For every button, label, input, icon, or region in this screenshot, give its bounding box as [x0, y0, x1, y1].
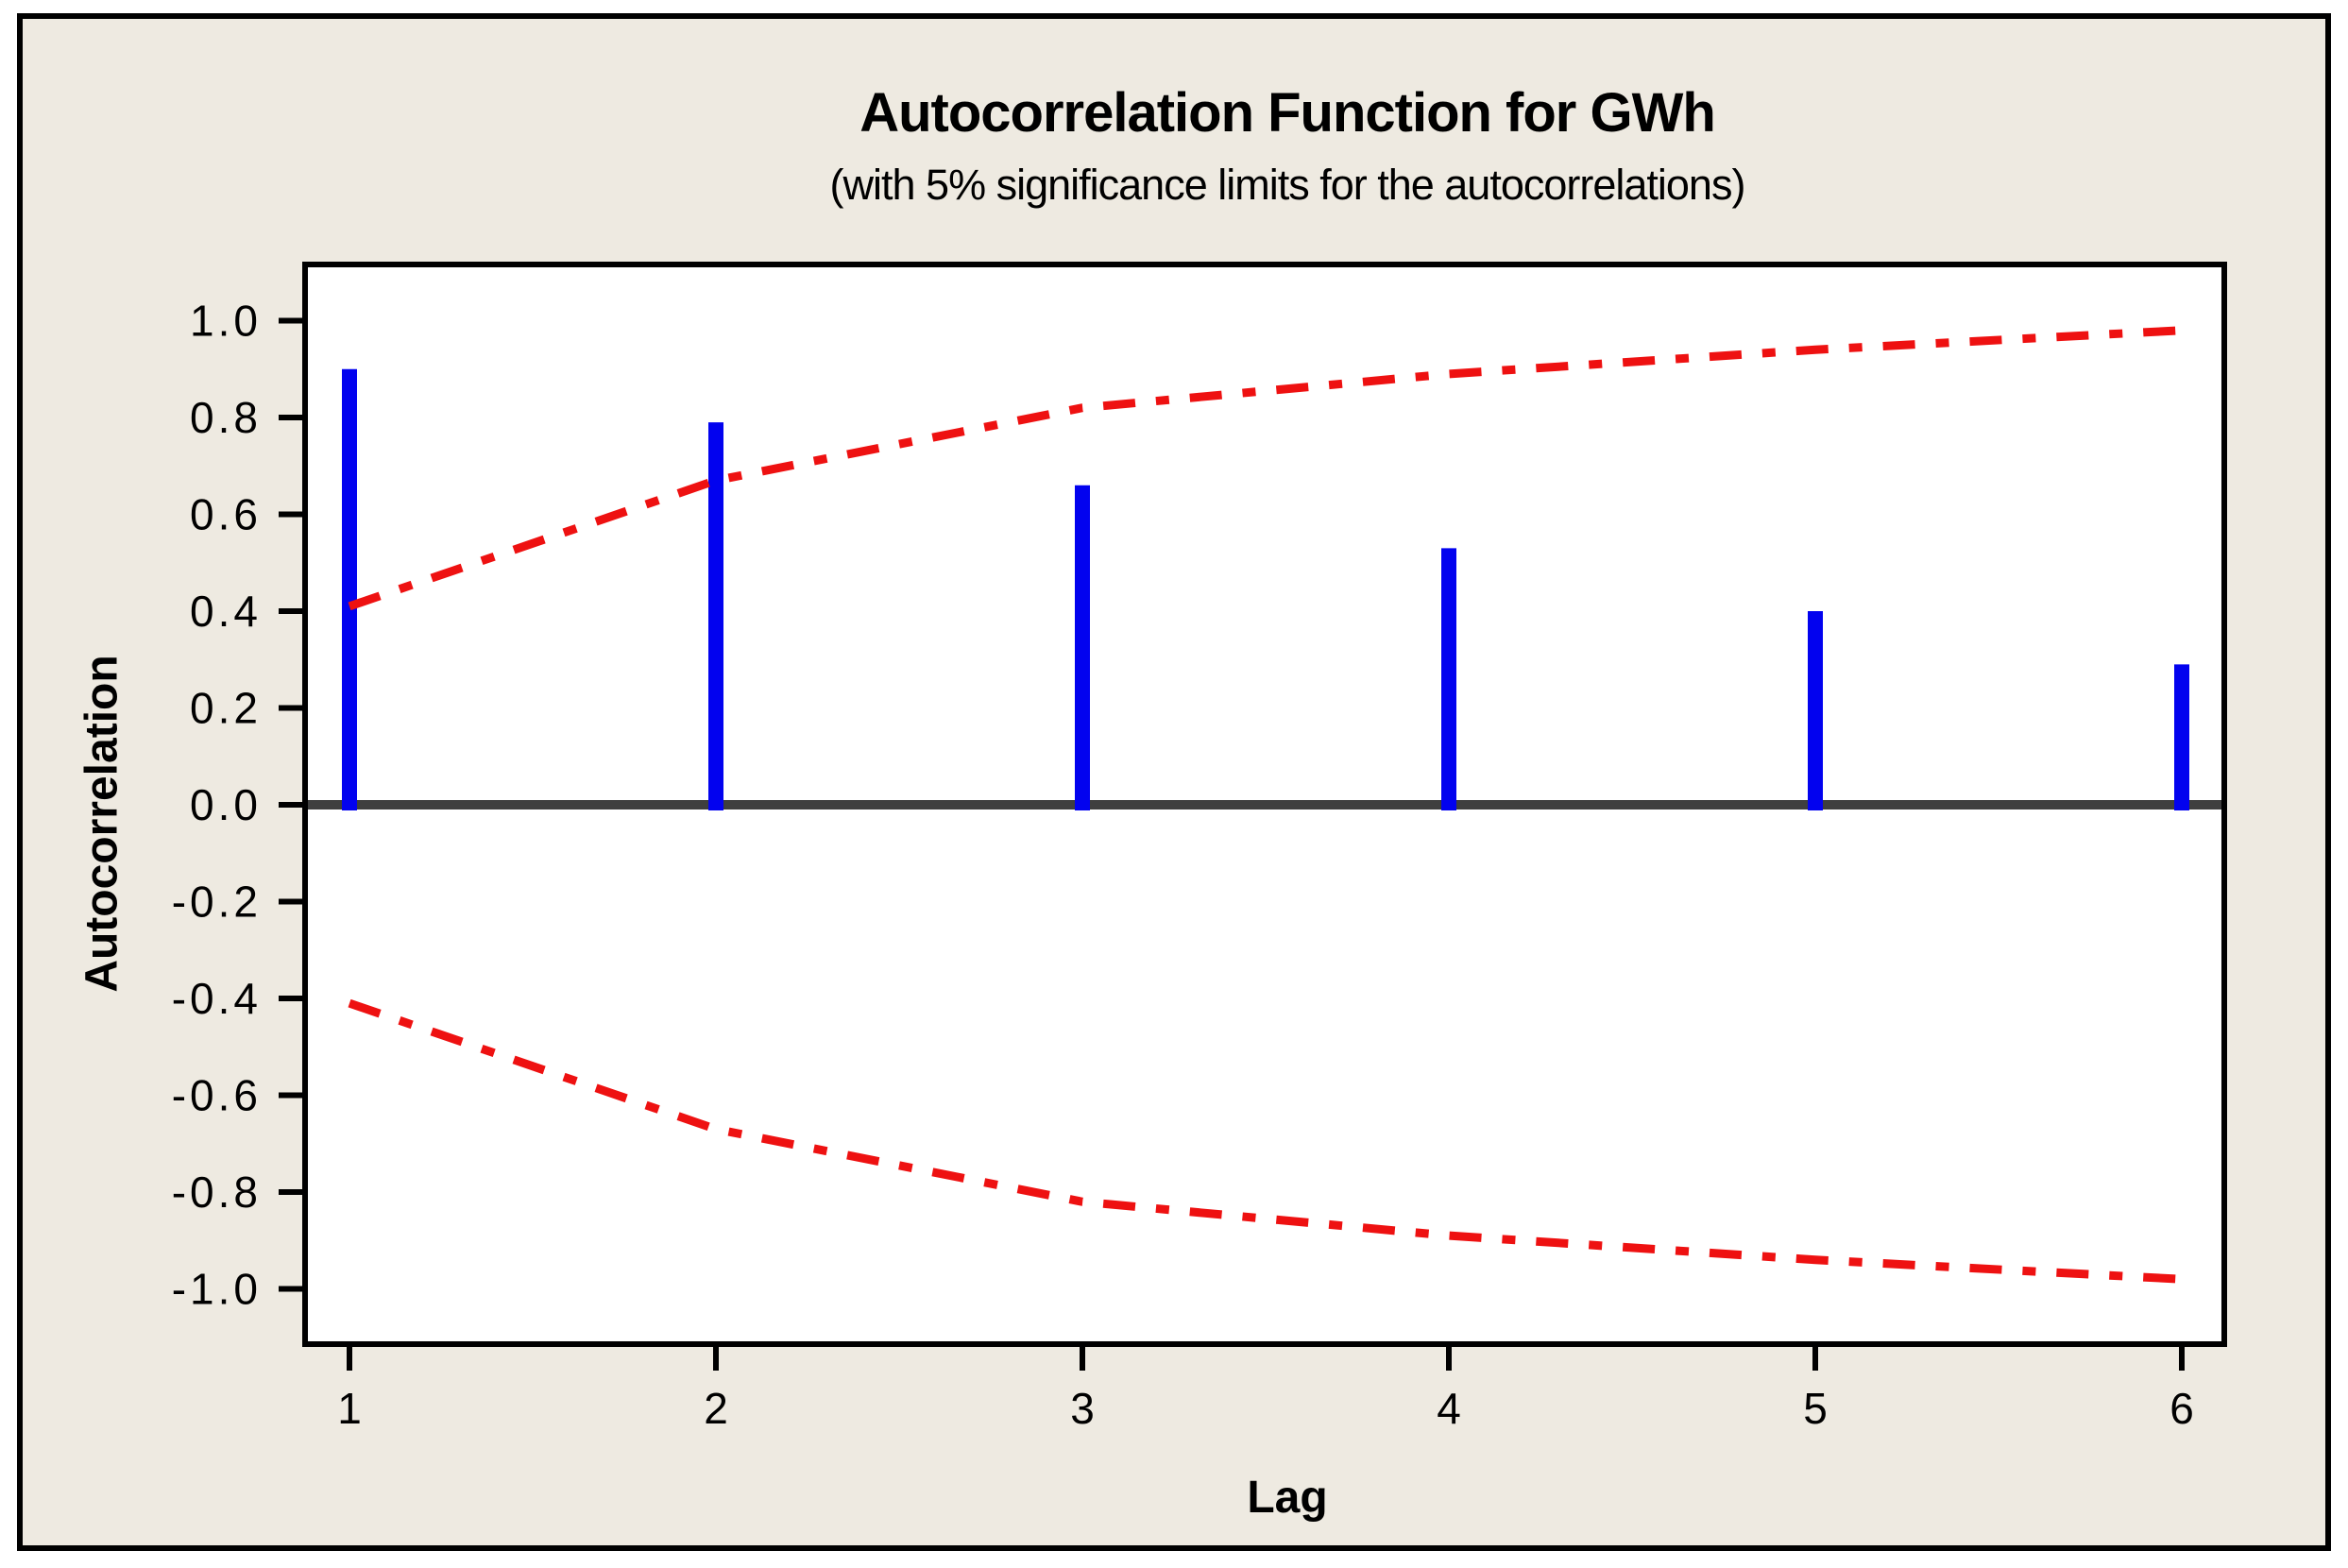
y-tick-label: -0.8	[172, 1167, 262, 1217]
y-tick-label: -0.2	[172, 878, 262, 927]
chart-title: Autocorrelation Function for GWh	[859, 82, 1716, 144]
acf-bar-lag-4	[1441, 548, 1456, 810]
upper-5pct-significance-limit	[348, 326, 2183, 611]
x-tick-label: 6	[2169, 1384, 2194, 1433]
acf-bar-lag-2	[708, 422, 723, 810]
x-tick-label: 2	[704, 1384, 728, 1433]
y-tick-label: 1.0	[190, 297, 262, 346]
y-tick-label: 0.6	[190, 490, 262, 539]
acf-bar-lag-6	[2174, 664, 2189, 810]
y-tick-label: 0.2	[190, 684, 262, 733]
y-tick-label: 0.8	[190, 393, 262, 442]
y-tick-label: -0.6	[172, 1071, 262, 1120]
x-tick-label: 3	[1070, 1384, 1095, 1433]
y-tick-label: -1.0	[172, 1265, 262, 1314]
x-tick-label: 4	[1437, 1384, 1461, 1433]
x-tick-label: 5	[1803, 1384, 1828, 1433]
acf-bar-lag-3	[1075, 485, 1090, 810]
chart-subtitle: (with 5% significance limits for the aut…	[829, 161, 1746, 209]
acf-bar-lag-1	[342, 368, 357, 810]
x-axis-title: Lag	[1247, 1473, 1328, 1523]
x-tick-label: 1	[337, 1384, 362, 1433]
lower-5pct-significance-limit	[348, 998, 2183, 1284]
acf-bar-lag-5	[1808, 611, 1823, 810]
y-tick-label: 0.0	[190, 780, 262, 829]
y-tick-label: -0.4	[172, 974, 262, 1023]
y-tick-label: 0.4	[190, 587, 262, 636]
